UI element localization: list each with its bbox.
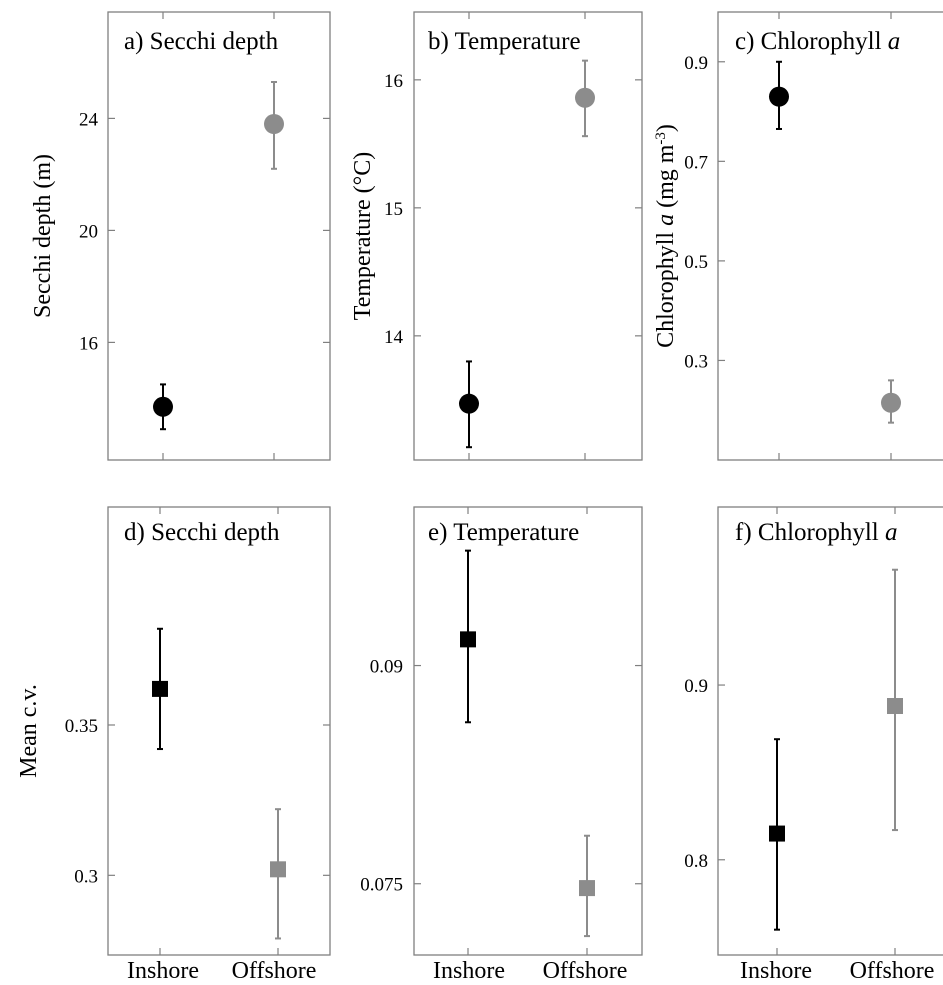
panel-c-ylabel: Chlorophyll a (mg m-3) (653, 124, 679, 348)
ytick-label: 16 (79, 333, 98, 354)
panel-d-xtick-offshore: Offshore (232, 958, 317, 984)
panel-a-ylabel: Secchi depth (m) (30, 154, 56, 318)
point-offshore (264, 114, 284, 134)
point-offshore (881, 392, 901, 413)
panel-c-ylabel-italic: a (653, 214, 679, 226)
panel-a-title: a) Secchi depth (124, 28, 279, 55)
panel-c: c) Chlorophyll a Chlorophyll a (mg m-3) … (653, 11, 943, 461)
ytick-label: 0.09 (370, 657, 403, 678)
point-inshore (769, 86, 789, 107)
point-offshore (575, 87, 595, 108)
panel-c-frame (717, 11, 943, 461)
point-inshore (460, 631, 476, 648)
ytick-label: 0.35 (65, 716, 98, 737)
panel-b-ylabel: Temperature (°C) (350, 152, 376, 321)
panel-d: d) Secchi depth Mean c.v. 0.3 0.35 Inshor… (16, 506, 331, 984)
panel-e-ticks: 0.075 0.09 (360, 507, 642, 955)
panel-e-xtick-offshore: Offshore (543, 958, 628, 984)
panel-c-title-italic: a (888, 28, 901, 55)
panel-f-xtick-inshore: Inshore (740, 958, 812, 984)
panel-a-ticks: 16 20 24 (79, 12, 330, 460)
panel-d-ticks: 0.3 0.35 (65, 507, 330, 955)
panel-c-ylabel-pre: Chlorophyll (653, 226, 679, 348)
panel-f: f) Chlorophyll a 0.8 0.9 Inshore Offshore (684, 506, 943, 984)
ytick-label: 24 (79, 109, 99, 130)
point-offshore (270, 861, 286, 878)
panel-e-marks (460, 549, 595, 938)
panel-c-title-text: c) Chlorophyll (735, 28, 888, 55)
panel-e: e) Temperature 0.075 0.09 Inshore Offshor… (360, 506, 643, 984)
panel-f-frame (717, 506, 943, 956)
point-inshore (769, 825, 785, 842)
ytick-label: 16 (384, 71, 403, 92)
ytick-label: 15 (384, 199, 403, 220)
panel-b-ticks: 14 15 16 (384, 12, 642, 460)
point-inshore (152, 680, 168, 697)
panel-f-marks (769, 568, 903, 931)
panel-a: a) Secchi depth Secchi depth (m) 16 20 24 (30, 11, 331, 461)
panel-d-xtick-inshore: Inshore (127, 958, 199, 984)
panel-f-title-italic: a (885, 519, 898, 546)
ytick-label: 0.5 (684, 252, 708, 273)
panel-c-marks (769, 60, 901, 424)
panel-b-frame (413, 11, 643, 461)
panel-d-title: d) Secchi depth (124, 519, 280, 546)
point-inshore (459, 393, 479, 414)
panel-e-xtick-inshore: Inshore (433, 958, 505, 984)
panel-a-marks (153, 81, 284, 431)
panel-d-marks (152, 627, 286, 940)
panel-e-title: e) Temperature (428, 519, 579, 546)
panel-f-title: f) Chlorophyll a (735, 519, 898, 546)
panel-c-ticks: 0.3 0.5 0.7 0.9 (684, 12, 892, 460)
point-offshore (887, 698, 903, 715)
panel-d-frame (107, 506, 331, 956)
ytick-label: 0.7 (684, 152, 708, 173)
panel-d-ylabel: Mean c.v. (16, 684, 42, 778)
ytick-label: 0.3 (684, 351, 708, 372)
ytick-label: 0.9 (684, 53, 708, 74)
panel-c-ylabel-sup: -3 (653, 132, 669, 145)
panel-f-xtick-offshore: Offshore (850, 958, 935, 984)
ytick-label: 20 (79, 221, 98, 242)
ytick-label: 0.3 (74, 866, 98, 887)
point-inshore (153, 396, 173, 417)
panel-b: b) Temperature Temperature (°C) 14 15 16 (350, 11, 643, 461)
panel-c-ylabel-post: (mg m (653, 144, 679, 214)
panel-e-frame (413, 506, 643, 956)
panel-f-title-text: f) Chlorophyll (735, 519, 885, 546)
panel-a-frame (107, 11, 331, 461)
panel-c-ylabel-end: ) (653, 124, 679, 132)
panel-b-title: b) Temperature (428, 28, 581, 55)
ytick-label: 0.9 (684, 676, 708, 697)
panel-c-title: c) Chlorophyll a (735, 28, 900, 55)
panel-f-ticks: 0.8 0.9 (684, 507, 896, 955)
ytick-label: 14 (384, 327, 404, 348)
ytick-label: 0.8 (684, 851, 708, 872)
panel-b-marks (459, 59, 595, 449)
point-offshore (579, 880, 595, 897)
ytick-label: 0.075 (360, 875, 403, 896)
panel-b-ylabel-text: Temperature (°C) (350, 152, 376, 321)
